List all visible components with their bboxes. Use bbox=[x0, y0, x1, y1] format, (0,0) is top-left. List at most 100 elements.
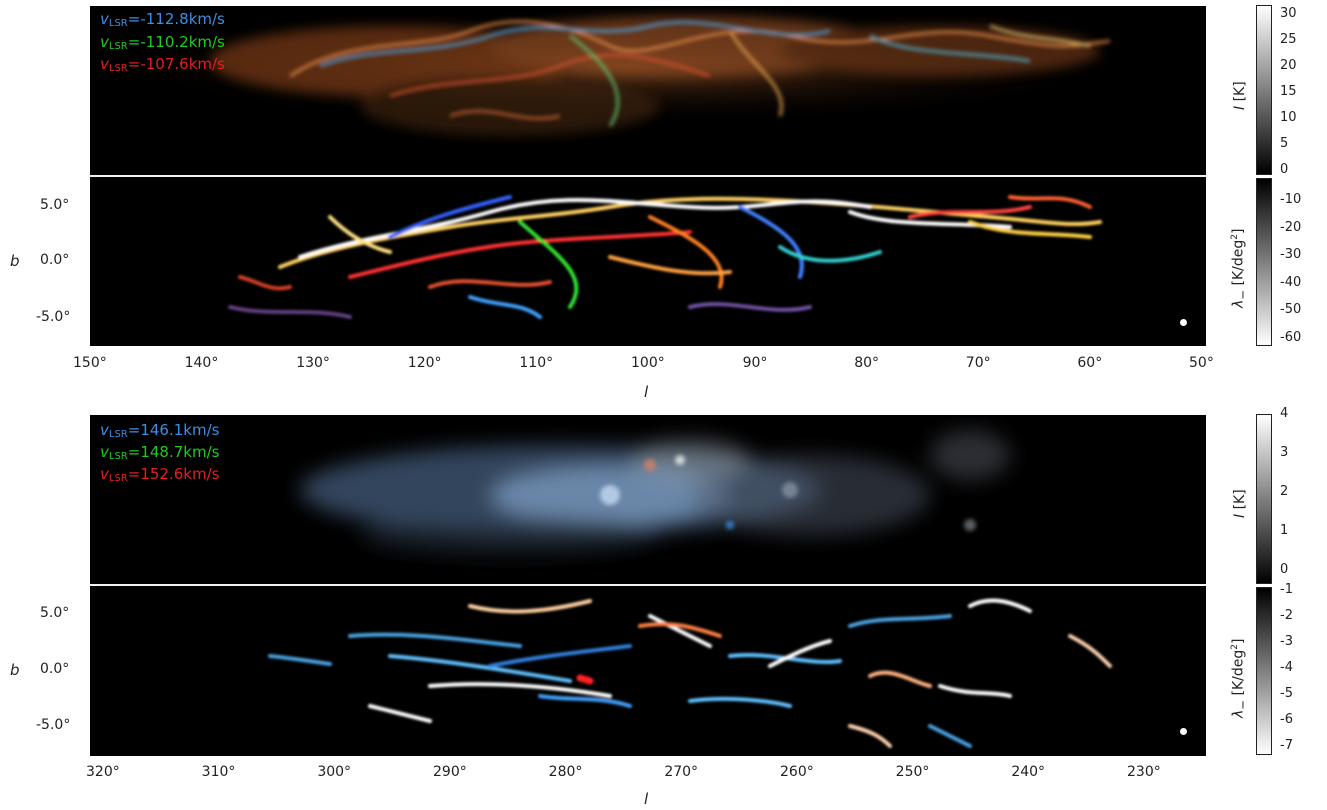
colorbar-tick-label: -40 bbox=[1280, 274, 1302, 290]
velocity-label-red-1: vLSR=-107.6km/s bbox=[100, 57, 225, 74]
y-tick-label: -5.0° bbox=[36, 309, 71, 325]
y-axis-label: b bbox=[10, 661, 20, 679]
velocity-subscript: LSR bbox=[108, 41, 128, 52]
x-tick-label: 120° bbox=[407, 355, 442, 371]
x-tick-label: 90° bbox=[742, 355, 768, 371]
colorbar-tick-label: 3 bbox=[1280, 445, 1289, 460]
x-tick-label: 250° bbox=[895, 764, 930, 780]
filament-map-2 bbox=[90, 586, 1206, 756]
colorbar-tick-label: 5 bbox=[1280, 136, 1289, 151]
y-tick-label: 0.0° bbox=[40, 661, 70, 677]
velocity-value: =152.6km/s bbox=[127, 465, 220, 483]
velocity-subscript: LSR bbox=[108, 18, 128, 29]
velocity-label-green-2: vLSR=148.7km/s bbox=[100, 445, 219, 462]
colorbar-tick-label: -30 bbox=[1280, 247, 1302, 263]
x-tick-label: 260° bbox=[780, 764, 814, 780]
intensity-map-1-image bbox=[100, 6, 1140, 136]
panel-separator-1 bbox=[90, 175, 1206, 177]
velocity-subscript: LSR bbox=[108, 473, 128, 484]
cbar-label-sub: − bbox=[1235, 289, 1250, 300]
lambda-colorbar-label-2: λ− [K/deg2] bbox=[1230, 639, 1249, 718]
y-tick-label: 5.0° bbox=[40, 605, 70, 621]
colorbar-tick-label: 2 bbox=[1280, 484, 1289, 499]
velocity-value: =-107.6km/s bbox=[127, 55, 225, 73]
velocity-value: =-112.8km/s bbox=[127, 10, 225, 28]
colorbar-tick-label: 1 bbox=[1280, 523, 1289, 538]
x-tick-label: 240° bbox=[1011, 764, 1046, 780]
intensity-colorbar-label-2: I [K] bbox=[1232, 489, 1248, 518]
velocity-label-green-1: vLSR=-110.2km/s bbox=[100, 35, 225, 52]
velocity-subscript: LSR bbox=[108, 451, 128, 462]
velocity-value: =148.7km/s bbox=[127, 443, 220, 461]
filament-map-1 bbox=[90, 177, 1206, 346]
x-tick-label: 320° bbox=[86, 764, 120, 780]
colorbar-tick-label: -5 bbox=[1280, 686, 1293, 701]
cbar-label-sup: 2 bbox=[1230, 643, 1240, 650]
y-tick-label: -5.0° bbox=[36, 717, 71, 733]
velocity-subscript: LSR bbox=[108, 429, 128, 440]
colorbar-tick-label: 0 bbox=[1280, 162, 1289, 177]
x-tick-label: 290° bbox=[433, 764, 467, 780]
velocity-symbol: v bbox=[100, 421, 109, 439]
colorbar-tick-label: 15 bbox=[1280, 84, 1297, 99]
cbar-label-unit: [K/deg bbox=[1230, 649, 1247, 700]
colorbar-tick-label: -4 bbox=[1280, 660, 1293, 675]
cbar-label-unit: [K] bbox=[1232, 81, 1248, 106]
x-tick-label: 70° bbox=[965, 355, 991, 371]
x-tick-label: 300° bbox=[317, 764, 352, 780]
colorbar-tick-label: -1 bbox=[1280, 582, 1293, 597]
y-tick-label: 0.0° bbox=[40, 252, 70, 268]
cbar-label-sub: − bbox=[1235, 699, 1250, 710]
velocity-label-red-2: vLSR=152.6km/s bbox=[100, 467, 219, 484]
intensity-colorbar-1 bbox=[1256, 5, 1272, 175]
colorbar-tick-label: -10 bbox=[1280, 192, 1302, 207]
x-tick-label: 140° bbox=[184, 355, 219, 371]
x-tick-label: 310° bbox=[201, 764, 236, 780]
colorbar-tick-label: 10 bbox=[1280, 110, 1297, 125]
panel-separator-2 bbox=[90, 584, 1206, 586]
colorbar-tick-label: 20 bbox=[1280, 58, 1297, 73]
x-tick-label: 230° bbox=[1127, 764, 1161, 780]
cbar-label-end: ] bbox=[1230, 638, 1247, 644]
velocity-symbol: v bbox=[100, 33, 109, 51]
colorbar-tick-label: -50 bbox=[1280, 302, 1302, 318]
cbar-label-sup: 2 bbox=[1230, 233, 1240, 240]
y-axis-label: b bbox=[10, 252, 20, 270]
x-axis-label: l bbox=[644, 383, 649, 401]
x-tick-label: 100° bbox=[631, 355, 665, 371]
velocity-subscript: LSR bbox=[108, 63, 128, 74]
intensity-map-2 bbox=[90, 415, 1206, 584]
velocity-label-blue-2: vLSR=146.1km/s bbox=[100, 423, 219, 440]
intensity-map-2-image bbox=[300, 430, 1010, 555]
beam-size-marker-2 bbox=[1180, 728, 1187, 735]
colorbar-tick-label: -6 bbox=[1280, 712, 1293, 727]
velocity-value: =-110.2km/s bbox=[127, 33, 225, 51]
cbar-label-end: ] bbox=[1230, 228, 1247, 234]
lambda-colorbar-label-1: λ− [K/deg2] bbox=[1230, 229, 1249, 308]
cbar-label-var: λ bbox=[1230, 299, 1247, 308]
x-axis-label: l bbox=[644, 790, 649, 808]
colorbar-tick-label: 4 bbox=[1280, 406, 1289, 421]
lambda-colorbar-1 bbox=[1256, 178, 1272, 346]
x-tick-label: 280° bbox=[548, 764, 583, 780]
colorbar-tick-label: -20 bbox=[1280, 219, 1302, 235]
y-tick-label: 5.0° bbox=[40, 197, 70, 213]
cbar-label-var: I bbox=[1232, 105, 1248, 110]
intensity-map-1 bbox=[90, 6, 1206, 175]
intensity-colorbar-label-1: I [K] bbox=[1232, 81, 1248, 110]
lambda-colorbar-2 bbox=[1256, 587, 1272, 755]
velocity-symbol: v bbox=[100, 465, 109, 483]
velocity-symbol: v bbox=[100, 10, 109, 28]
cbar-label-unit: [K] bbox=[1232, 489, 1248, 514]
colorbar-tick-label: -3 bbox=[1280, 634, 1293, 649]
filament-map-2-image bbox=[268, 598, 1112, 748]
cbar-label-var: λ bbox=[1230, 709, 1247, 718]
colorbar-tick-label: -2 bbox=[1280, 608, 1293, 623]
colorbar-tick-label: 25 bbox=[1280, 32, 1297, 47]
x-tick-label: 60° bbox=[1077, 355, 1103, 371]
x-tick-label: 150° bbox=[73, 355, 107, 371]
x-tick-label: 270° bbox=[664, 764, 699, 780]
intensity-colorbar-2 bbox=[1256, 414, 1272, 584]
x-tick-label: 50° bbox=[1189, 355, 1214, 371]
colorbar-tick-label: 0 bbox=[1280, 562, 1289, 577]
